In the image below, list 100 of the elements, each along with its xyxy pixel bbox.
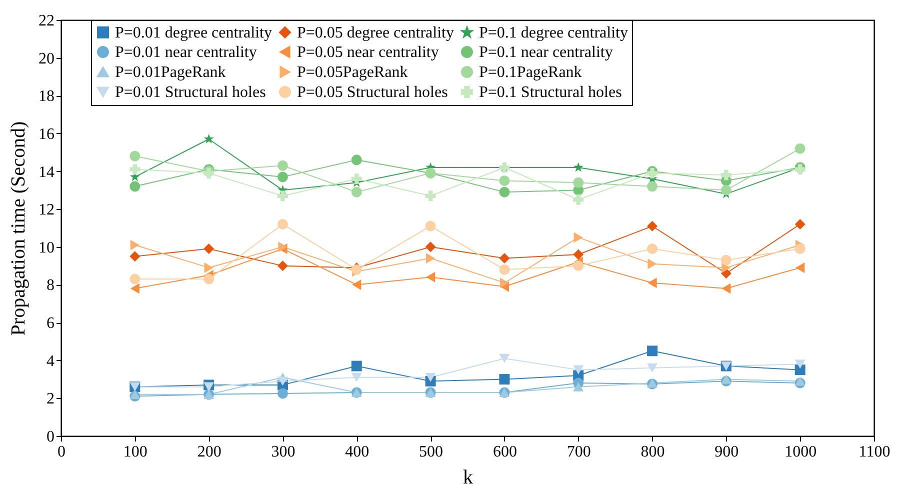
x-tick-label: 1100 [858,444,890,460]
legend-label: P=0.05PageRank [297,64,408,81]
point [794,143,806,154]
point [277,376,288,386]
point [794,244,806,254]
point [794,218,806,230]
y-tick-label: 8 [46,277,54,294]
x-axis-title: k [463,466,473,488]
point [648,278,657,288]
y-tick-label: 16 [38,126,54,143]
point [573,177,584,188]
point [204,244,214,254]
point [720,184,732,196]
x-tick-label: 600 [492,444,517,460]
x-tick-label: 900 [714,444,739,460]
point [499,253,510,264]
legend-label: P=0.01 degree centrality [115,24,272,42]
y-axis-title: Propagation time (Second) [8,121,30,336]
point [499,186,510,198]
legend-label: P=0.05 Structural holes [297,84,448,101]
y-tick-label: 20 [38,50,54,68]
point [351,186,362,198]
legend-label: P=0.1 near centrality [479,44,613,61]
point [720,374,732,384]
point [720,254,732,266]
point [499,175,510,186]
point [277,160,288,171]
point [573,260,584,272]
x-tick-label: 100 [123,444,148,460]
y-tick-label: 0 [46,428,54,446]
x-tick-label: 700 [566,444,591,460]
legend-label: P=0.1 Structural holes [479,84,622,101]
point [647,363,658,372]
point [573,162,584,172]
point [352,279,362,290]
y-tick-label: 2 [46,390,54,408]
point [130,150,140,162]
y-tick-label: 6 [46,315,54,332]
point [499,354,510,364]
point [573,365,584,374]
point [796,262,805,273]
x-tick-label: 500 [419,444,444,460]
x-tick-label: 300 [271,444,296,460]
y-tick-label: 22 [38,12,54,30]
point [277,388,288,399]
x-tick-label: 1000 [784,444,817,460]
point [130,390,140,399]
point [130,274,140,284]
y-tick-label: 4 [46,352,54,370]
point [647,346,658,356]
point [794,360,806,369]
point [425,242,436,252]
legend-label: P=0.1PageRank [479,64,582,81]
point [647,220,658,232]
point [426,253,436,264]
point [500,278,509,288]
y-tick-label: 18 [38,88,54,106]
point [204,262,214,273]
point [277,172,288,182]
y-tick-label: 14 [38,164,54,181]
point [425,372,436,382]
legend-label: P=0.01 Structural holes [115,84,266,101]
point [499,264,510,275]
point [425,190,436,202]
point [499,374,510,385]
point [130,251,140,262]
point [351,174,362,184]
x-tick-label: 0 [58,444,66,460]
point [351,154,362,166]
point [720,170,732,180]
point [722,283,731,294]
legend-label: P=0.01 near centrality [115,44,257,61]
point [574,232,583,243]
point [130,283,140,294]
point [130,164,140,175]
point [647,244,658,254]
point [130,181,140,192]
legend-label: P=0.05 near centrality [297,44,439,61]
point [647,181,658,192]
legend-label: P=0.05 degree centrality [297,24,454,42]
point [277,190,288,202]
point [648,258,657,270]
legend-label: P=0.01PageRank [115,64,226,81]
point [351,360,362,372]
point [204,134,214,144]
point [351,372,362,382]
point [277,260,288,272]
point [130,240,140,250]
point [573,194,584,205]
y-tick-label: 12 [38,202,54,219]
point [277,218,288,230]
point [722,262,731,273]
point [794,364,806,376]
legend-label: P=0.1 degree centrality [479,24,628,42]
x-tick-label: 400 [345,444,370,460]
point [426,272,436,282]
point [573,249,584,260]
x-tick-label: 800 [640,444,665,460]
point [204,382,214,392]
point [425,220,436,232]
